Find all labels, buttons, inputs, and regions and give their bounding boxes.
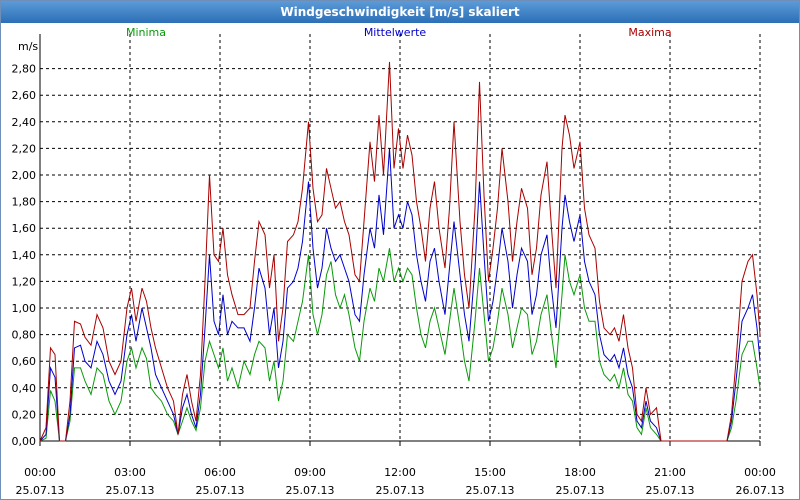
x-tick-date: 25.07.13: [376, 484, 425, 497]
y-tick-label: 1,20: [12, 275, 37, 288]
x-tick-date: 25.07.13: [646, 484, 695, 497]
window-title: Windgeschwindigkeit [m/s] skaliert: [1, 1, 799, 23]
series-line-maxima: [39, 61, 761, 442]
x-tick-time: 00:00: [744, 466, 776, 479]
x-tick-time: 06:00: [204, 466, 236, 479]
x-tick-time: 21:00: [654, 466, 686, 479]
x-tick-time: 12:00: [384, 466, 416, 479]
y-axis-ticks: 0,00 0,20 0,40 0,60 0,80 1,00 1,20 1,40 1,60 1,80…: [12, 63, 37, 448]
y-tick-label: 0,20: [12, 408, 37, 421]
y-tick-label: 2,20: [12, 142, 37, 155]
x-tick-date: 25.07.13: [556, 484, 605, 497]
x-tick-date: 25.07.13: [286, 484, 335, 497]
y-tick-label: 1,60: [12, 222, 37, 235]
legend-item-maxima: Maxima: [628, 26, 671, 39]
x-tick-date: 25.07.13: [106, 484, 155, 497]
y-tick-label: 0,40: [12, 382, 37, 395]
y-tick-label: 2,60: [12, 89, 37, 102]
x-tick-time: 18:00: [564, 466, 596, 479]
x-tick-time: 00:00: [24, 466, 56, 479]
grid: [40, 34, 760, 441]
x-axis-ticks: 00:00 25.07.13 03:00 25.07.13 06:00 25.07.13 0…: [16, 441, 785, 497]
y-tick-label: 1,00: [12, 302, 37, 315]
y-tick-label: 1,80: [12, 196, 37, 209]
series-lines: [39, 61, 761, 442]
y-tick-label: 2,00: [12, 169, 37, 182]
x-tick-date: 26.07.13: [736, 484, 785, 497]
y-axis-label: m/s: [18, 40, 38, 53]
y-tick-label: 2,80: [12, 63, 37, 76]
x-tick-date: 25.07.13: [466, 484, 515, 497]
y-tick-label: 0,80: [12, 329, 37, 342]
x-tick-time: 09:00: [294, 466, 326, 479]
y-tick-label: 1,40: [12, 249, 37, 262]
legend-item-minima: Minima: [126, 26, 166, 39]
x-tick-time: 15:00: [474, 466, 506, 479]
legend-item-mittelwerte: Mittelwerte: [364, 26, 427, 39]
x-tick-date: 25.07.13: [196, 484, 245, 497]
series-line-minima: [39, 248, 761, 442]
x-tick-date: 25.07.13: [16, 484, 65, 497]
x-tick-time: 03:00: [114, 466, 146, 479]
series-line-mittelwerte: [39, 148, 761, 442]
y-tick-label: 0,00: [12, 435, 37, 448]
legend: Minima Mittelwerte Maxima: [126, 26, 672, 39]
y-tick-label: 0,60: [12, 355, 37, 368]
y-tick-label: 2,40: [12, 116, 37, 129]
